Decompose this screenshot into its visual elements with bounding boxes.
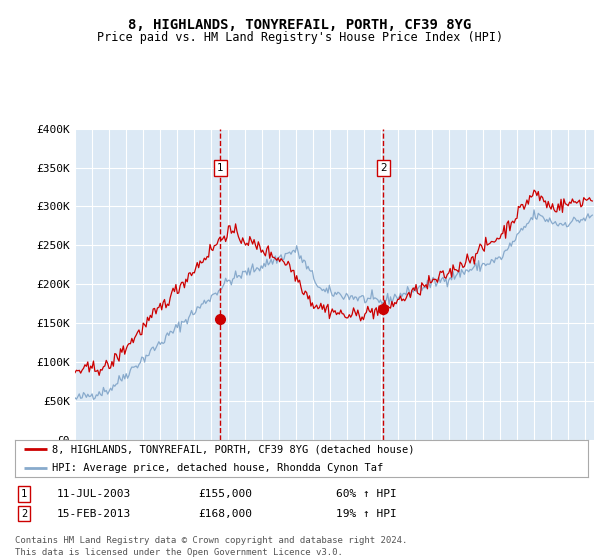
Text: £168,000: £168,000	[198, 508, 252, 519]
Text: £155,000: £155,000	[198, 489, 252, 499]
Text: 8, HIGHLANDS, TONYREFAIL, PORTH, CF39 8YG (detached house): 8, HIGHLANDS, TONYREFAIL, PORTH, CF39 8Y…	[52, 445, 415, 454]
Text: Contains HM Land Registry data © Crown copyright and database right 2024.: Contains HM Land Registry data © Crown c…	[15, 536, 407, 545]
Text: 19% ↑ HPI: 19% ↑ HPI	[336, 508, 397, 519]
Text: 2: 2	[21, 508, 27, 519]
Text: 15-FEB-2013: 15-FEB-2013	[57, 508, 131, 519]
Text: HPI: Average price, detached house, Rhondda Cynon Taf: HPI: Average price, detached house, Rhon…	[52, 463, 383, 473]
Text: 11-JUL-2003: 11-JUL-2003	[57, 489, 131, 499]
Text: This data is licensed under the Open Government Licence v3.0.: This data is licensed under the Open Gov…	[15, 548, 343, 557]
Text: 60% ↑ HPI: 60% ↑ HPI	[336, 489, 397, 499]
Text: 8, HIGHLANDS, TONYREFAIL, PORTH, CF39 8YG: 8, HIGHLANDS, TONYREFAIL, PORTH, CF39 8Y…	[128, 18, 472, 32]
Text: 2: 2	[380, 162, 386, 172]
Text: 1: 1	[21, 489, 27, 499]
Text: Price paid vs. HM Land Registry's House Price Index (HPI): Price paid vs. HM Land Registry's House …	[97, 31, 503, 44]
Text: 1: 1	[217, 162, 223, 172]
